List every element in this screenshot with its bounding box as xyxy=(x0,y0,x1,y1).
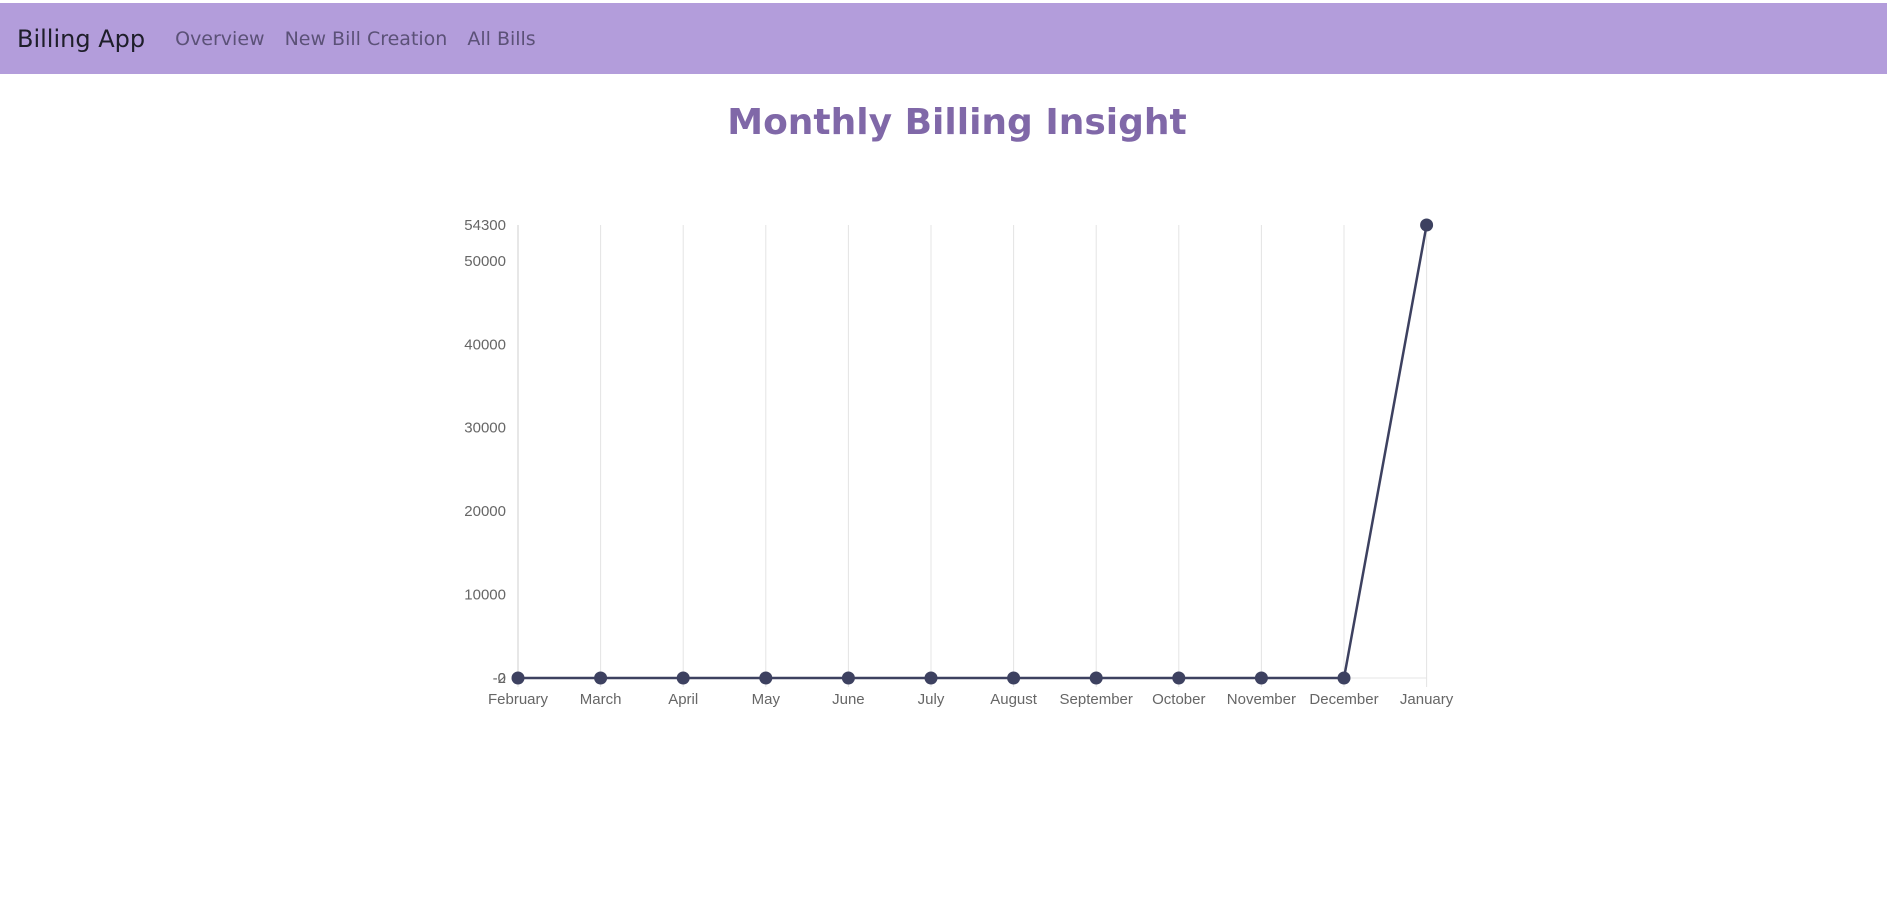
page-title: Monthly Billing Insight xyxy=(727,102,1187,143)
data-point xyxy=(1007,671,1021,685)
brand-logo[interactable]: Billing App xyxy=(17,24,146,53)
x-tick-label: November xyxy=(1227,691,1296,708)
nav-link-overview[interactable]: Overview xyxy=(175,27,265,50)
x-tick-label: September xyxy=(1060,691,1133,708)
data-point xyxy=(759,671,773,685)
x-tick-label: July xyxy=(918,691,945,708)
navbar: Billing App Overview New Bill Creation A… xyxy=(0,3,1887,74)
y-tick-label: 0 xyxy=(498,670,506,687)
y-tick-label: 10000 xyxy=(464,587,506,604)
data-point xyxy=(1420,218,1434,232)
nav-link-all-bills[interactable]: All Bills xyxy=(467,27,536,50)
x-tick-label: May xyxy=(752,691,781,708)
data-point xyxy=(1172,671,1186,685)
data-point xyxy=(1337,671,1351,685)
data-point xyxy=(511,671,525,685)
data-point xyxy=(1254,671,1268,685)
x-tick-label: June xyxy=(832,691,865,708)
data-point xyxy=(1089,671,1103,685)
y-tick-label: 20000 xyxy=(464,503,506,520)
y-tick-label: 40000 xyxy=(464,336,506,353)
x-tick-label: August xyxy=(990,691,1038,708)
y-tick-label: 54300 xyxy=(464,217,506,234)
x-tick-label: October xyxy=(1152,691,1205,708)
y-tick-label: -2 xyxy=(493,670,506,687)
data-point xyxy=(841,671,855,685)
data-point xyxy=(676,671,690,685)
nav-link-new-bill-creation[interactable]: New Bill Creation xyxy=(284,27,448,50)
data-point xyxy=(924,671,938,685)
x-tick-label: April xyxy=(668,691,698,708)
x-tick-label: February xyxy=(488,691,549,708)
x-tick-label: January xyxy=(1400,691,1454,708)
x-tick-label: December xyxy=(1309,691,1378,708)
y-tick-label: 50000 xyxy=(464,253,506,270)
y-tick-label: 30000 xyxy=(464,420,506,437)
series-line xyxy=(518,224,1428,680)
x-tick-label: March xyxy=(580,691,622,708)
data-point xyxy=(594,671,608,685)
